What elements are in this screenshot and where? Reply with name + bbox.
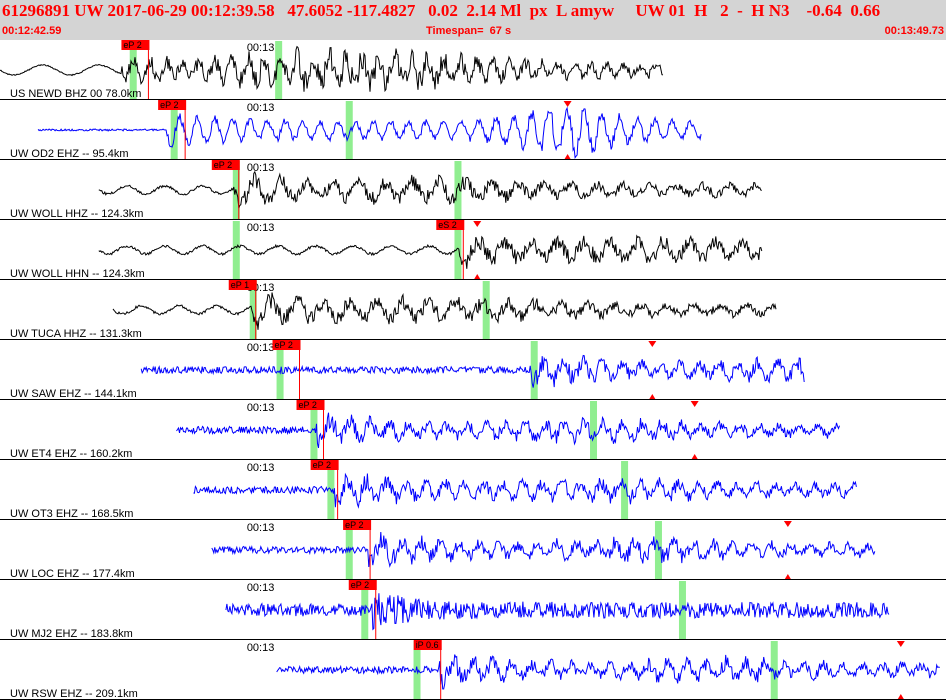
time-tick-label: 00:13 (247, 342, 275, 354)
time-tick-label: 00:13 (247, 582, 275, 594)
station-label: UW MJ2 EHZ -- 183.8km (10, 628, 133, 640)
phase-mark-green (454, 161, 462, 219)
phase-mark-green (678, 581, 686, 639)
pick-box (413, 640, 442, 650)
phase-mark-green (170, 101, 178, 159)
phase-mark-green (530, 341, 538, 399)
pick-label: eS 2 (438, 220, 457, 230)
pick-label: eP 2 (345, 520, 363, 530)
amplitude-marker-top (473, 221, 482, 227)
phase-mark-green (482, 281, 490, 339)
waveform-trace (176, 412, 840, 449)
waveform-trace (211, 531, 876, 568)
pick-box (436, 220, 465, 230)
station-label: UW WOLL HHN -- 124.3km (10, 268, 145, 280)
amplitude-marker-top (648, 341, 657, 347)
phase-mark-green (232, 221, 240, 279)
pick-label: eP 2 (351, 580, 369, 590)
event-header: 61296891 UW 2017-06-29 00:12:39.58 47.60… (0, 0, 946, 40)
waveform-trace (193, 472, 857, 509)
station-label: UW LOC EHZ -- 177.4km (10, 568, 135, 580)
amplitude-marker-top (563, 101, 572, 107)
pick-label: eP 2 (160, 100, 178, 110)
phase-mark-green (590, 401, 598, 459)
amplitude-marker-top (783, 521, 792, 527)
waveform-trace (276, 654, 940, 690)
station-label: US NEWD BHZ 00 78.0km (10, 88, 141, 100)
start-time-label: 00:12:42.59 (2, 25, 62, 37)
pick-box (348, 580, 377, 590)
end-time-label: 00:13:49.73 (884, 25, 944, 37)
amplitude-marker-bottom (474, 274, 481, 279)
amplitude-marker-bottom (897, 694, 904, 699)
waveform-trace (140, 354, 805, 388)
time-tick-label: 00:13 (247, 42, 275, 54)
amplitude-marker-bottom (784, 574, 791, 579)
pick-label: eP 2 (214, 160, 232, 170)
waveform-trace (98, 170, 762, 209)
pick-box (343, 520, 372, 530)
station-label: UW RSW EHZ -- 209.1km (10, 688, 138, 700)
pick-label: iP 0.6 (416, 640, 439, 650)
station-label: UW SAW EHZ -- 144.1km (10, 388, 137, 400)
time-tick-label: 00:13 (247, 462, 275, 474)
amplitude-marker-top (690, 401, 699, 407)
amplitude-marker-bottom (691, 454, 698, 459)
pick-box (158, 100, 187, 110)
time-tick-label: 00:13 (247, 102, 275, 114)
phase-mark-green (276, 341, 284, 399)
waveform-trace (98, 234, 763, 269)
station-label: UW OD2 EHZ -- 95.4km (10, 148, 129, 160)
pick-box (121, 40, 150, 50)
phase-mark-green (129, 41, 137, 99)
phase-mark-green (249, 281, 257, 339)
station-label: UW WOLL HHZ -- 124.3km (10, 208, 143, 220)
amplitude-marker-top (896, 641, 905, 647)
time-tick-label: 00:13 (247, 162, 275, 174)
amplitude-marker-bottom (649, 394, 656, 399)
phase-mark-green (621, 461, 629, 519)
waveform-trace (225, 593, 890, 631)
event-title: 61296891 UW 2017-06-29 00:12:39.58 47.60… (2, 1, 881, 20)
pick-label: eP 1 (231, 280, 249, 290)
pick-box (272, 340, 301, 350)
phase-mark-green (345, 101, 353, 159)
pick-label: eP 2 (299, 400, 317, 410)
waveform-trace (0, 45, 664, 93)
phase-mark-green (275, 41, 283, 99)
waveform-trace (37, 106, 702, 159)
pick-box (310, 460, 339, 470)
phase-mark-green (454, 221, 462, 279)
station-label: UW ET4 EHZ -- 160.2km (10, 448, 132, 460)
station-label: UW TUCA HHZ -- 131.3km (10, 328, 142, 340)
amplitude-marker-bottom (564, 154, 571, 159)
phase-mark-green (770, 641, 778, 699)
pick-box (211, 160, 240, 170)
pick-box (228, 280, 257, 290)
time-tick-label: 00:13 (247, 222, 275, 234)
pick-label: eP 2 (275, 340, 293, 350)
pick-box (296, 400, 325, 410)
waveform-trace (112, 292, 777, 330)
station-label: UW OT3 EHZ -- 168.5km (10, 508, 133, 520)
time-tick-label: 00:13 (247, 642, 275, 654)
time-tick-label: 00:13 (247, 522, 275, 534)
time-tick-label: 00:13 (247, 402, 275, 414)
pick-label: eP 2 (123, 40, 141, 50)
timespan-label: Timespan= 67 s (426, 25, 512, 37)
pick-label: eP 2 (313, 460, 331, 470)
